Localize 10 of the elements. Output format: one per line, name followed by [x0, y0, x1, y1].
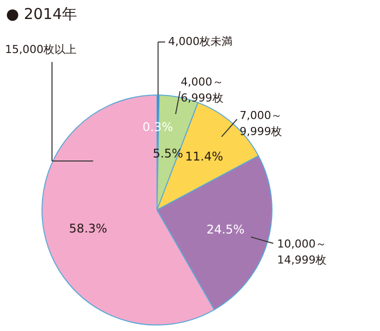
data-label: 24.5% — [206, 222, 245, 237]
slice-label: 15,000枚以上 — [5, 43, 76, 56]
data-label: 0.3% — [142, 120, 174, 134]
data-label: 11.4% — [185, 150, 224, 164]
slice-label: 4,000～6,999枚 — [180, 75, 224, 104]
chart-title: ● 2014年 — [6, 5, 78, 23]
data-label: 5.5% — [152, 146, 184, 161]
slice-label: 10,000～14,999枚 — [277, 237, 327, 266]
slice-label: 4,000枚未満 — [168, 35, 233, 48]
data-label: 58.3% — [69, 221, 108, 236]
